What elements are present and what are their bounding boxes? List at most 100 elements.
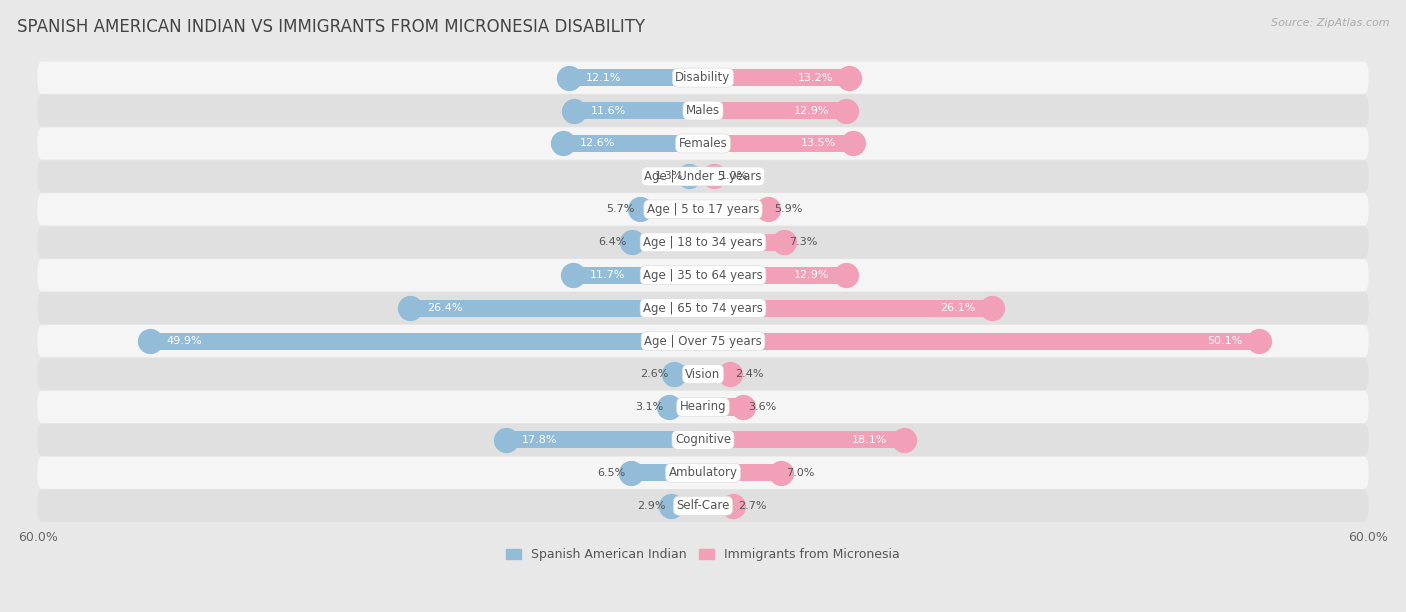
Text: Females: Females (679, 137, 727, 150)
Bar (569, 69, 703, 86)
Bar (671, 497, 703, 514)
Bar (703, 234, 785, 251)
Text: Cognitive: Cognitive (675, 433, 731, 446)
FancyBboxPatch shape (38, 490, 1368, 522)
Bar (689, 168, 703, 185)
Text: 12.6%: 12.6% (579, 138, 616, 149)
FancyBboxPatch shape (38, 259, 1368, 291)
Text: Self-Care: Self-Care (676, 499, 730, 512)
Bar (703, 201, 769, 218)
Text: Disability: Disability (675, 71, 731, 84)
Bar (703, 497, 733, 514)
FancyBboxPatch shape (38, 292, 1368, 324)
FancyBboxPatch shape (38, 391, 1368, 423)
Bar (703, 300, 993, 317)
Text: Males: Males (686, 104, 720, 117)
Text: 49.9%: 49.9% (166, 336, 202, 346)
Legend: Spanish American Indian, Immigrants from Micronesia: Spanish American Indian, Immigrants from… (501, 543, 905, 566)
Text: 12.9%: 12.9% (794, 105, 830, 116)
Bar (703, 431, 904, 449)
Bar (633, 234, 703, 251)
Bar (640, 201, 703, 218)
Bar (149, 332, 703, 349)
Bar (689, 168, 703, 185)
Text: 13.2%: 13.2% (797, 73, 832, 83)
Text: Age | 5 to 17 years: Age | 5 to 17 years (647, 203, 759, 216)
Bar (671, 497, 703, 514)
Text: 11.7%: 11.7% (591, 271, 626, 280)
Text: 18.1%: 18.1% (852, 435, 887, 445)
Text: 3.1%: 3.1% (636, 402, 664, 412)
Bar (564, 135, 703, 152)
Bar (703, 267, 846, 284)
Text: 6.5%: 6.5% (598, 468, 626, 478)
Bar (703, 69, 849, 86)
Bar (703, 168, 714, 185)
Text: Hearing: Hearing (679, 400, 727, 414)
Text: 3.6%: 3.6% (748, 402, 776, 412)
Bar (574, 267, 703, 284)
Text: 11.6%: 11.6% (591, 105, 626, 116)
Text: Source: ZipAtlas.com: Source: ZipAtlas.com (1271, 18, 1389, 28)
Bar (703, 332, 1258, 349)
Text: 26.4%: 26.4% (427, 303, 463, 313)
Bar (411, 300, 703, 317)
Text: 2.9%: 2.9% (637, 501, 665, 511)
Text: Vision: Vision (685, 368, 721, 381)
Bar (564, 135, 703, 152)
Text: 26.1%: 26.1% (941, 303, 976, 313)
Text: 12.9%: 12.9% (794, 271, 830, 280)
Text: Ambulatory: Ambulatory (668, 466, 738, 479)
Bar (569, 69, 703, 86)
Text: 17.8%: 17.8% (522, 435, 558, 445)
Bar (633, 234, 703, 251)
Text: 2.6%: 2.6% (640, 369, 669, 379)
FancyBboxPatch shape (38, 424, 1368, 456)
Text: Age | 18 to 34 years: Age | 18 to 34 years (643, 236, 763, 249)
Bar (506, 431, 703, 449)
Bar (506, 431, 703, 449)
Bar (703, 398, 742, 416)
Text: 1.0%: 1.0% (720, 171, 748, 181)
Bar (574, 102, 703, 119)
Text: 2.4%: 2.4% (735, 369, 763, 379)
Text: 5.7%: 5.7% (606, 204, 634, 214)
Text: Age | 35 to 64 years: Age | 35 to 64 years (643, 269, 763, 282)
Text: 7.0%: 7.0% (786, 468, 814, 478)
FancyBboxPatch shape (38, 61, 1368, 94)
FancyBboxPatch shape (38, 457, 1368, 489)
FancyBboxPatch shape (38, 226, 1368, 258)
Bar (574, 267, 703, 284)
Text: Age | Over 75 years: Age | Over 75 years (644, 335, 762, 348)
Text: 12.1%: 12.1% (585, 73, 621, 83)
Bar (669, 398, 703, 416)
Bar (631, 465, 703, 482)
Bar (640, 201, 703, 218)
Text: 50.1%: 50.1% (1206, 336, 1241, 346)
Bar (673, 365, 703, 382)
Text: SPANISH AMERICAN INDIAN VS IMMIGRANTS FROM MICRONESIA DISABILITY: SPANISH AMERICAN INDIAN VS IMMIGRANTS FR… (17, 18, 645, 36)
Text: 2.7%: 2.7% (738, 501, 768, 511)
FancyBboxPatch shape (38, 127, 1368, 160)
Text: 7.3%: 7.3% (790, 237, 818, 247)
Text: 6.4%: 6.4% (598, 237, 627, 247)
FancyBboxPatch shape (38, 358, 1368, 390)
Bar (574, 102, 703, 119)
FancyBboxPatch shape (38, 94, 1368, 127)
Text: 1.3%: 1.3% (655, 171, 683, 181)
Bar (673, 365, 703, 382)
Bar (411, 300, 703, 317)
Bar (703, 465, 780, 482)
Bar (703, 365, 730, 382)
Bar (149, 332, 703, 349)
FancyBboxPatch shape (38, 193, 1368, 225)
FancyBboxPatch shape (38, 160, 1368, 193)
Bar (703, 102, 846, 119)
Text: 13.5%: 13.5% (801, 138, 837, 149)
Text: 5.9%: 5.9% (773, 204, 803, 214)
Bar (703, 135, 852, 152)
Bar (631, 465, 703, 482)
Bar (669, 398, 703, 416)
Text: Age | 65 to 74 years: Age | 65 to 74 years (643, 302, 763, 315)
FancyBboxPatch shape (38, 325, 1368, 357)
